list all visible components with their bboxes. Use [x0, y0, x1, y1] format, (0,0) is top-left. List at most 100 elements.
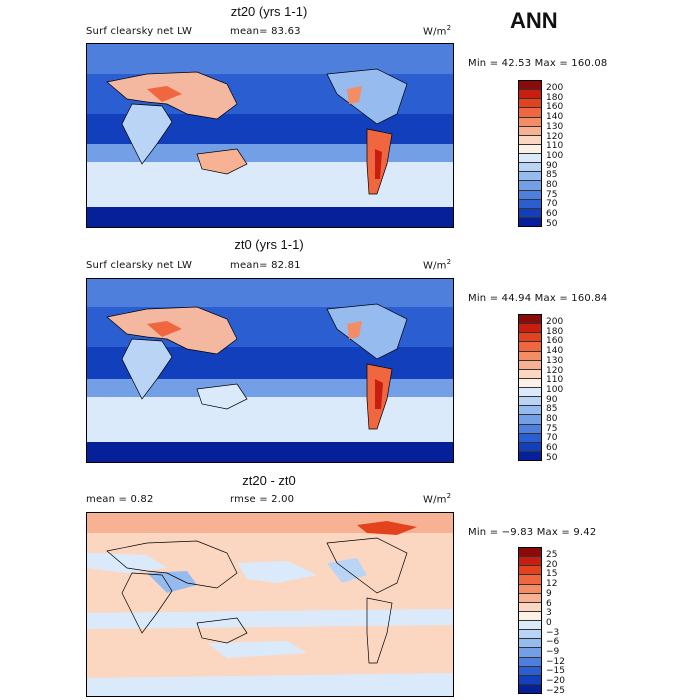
- colorbar-label: 50: [546, 218, 558, 229]
- panel1-colorbar-seg: [519, 181, 541, 191]
- panel1-colorbar-seg: [519, 108, 541, 118]
- panel3-colorbar-seg: [519, 602, 541, 612]
- panel2-colorbar-seg: [519, 397, 541, 407]
- colorbar-label: 110: [546, 375, 564, 386]
- panel3-rmse: rmse = 2.00: [230, 494, 295, 505]
- panel1-map: [86, 43, 454, 228]
- panel1-colorbar-seg: [519, 154, 541, 164]
- panel3-colorbar-seg: [519, 611, 541, 621]
- colorbar-label: 75: [546, 423, 558, 434]
- panel1-colorbar-seg: [519, 90, 541, 100]
- panel1-minmax: Min = 42.53 Max = 160.08: [468, 58, 608, 69]
- colorbar-label: 110: [546, 141, 564, 152]
- panel2-colorbar-labels: 200 180 160 140 130 120 110 100 90 85 80…: [546, 317, 564, 464]
- panel2-colorbar-seg: [519, 415, 541, 425]
- colorbar-label: −25: [546, 685, 565, 696]
- colorbar-label: −20: [546, 676, 565, 687]
- colorbar-label: −15: [546, 666, 565, 677]
- panel2-variable: Surf clearsky net LW: [86, 260, 193, 271]
- colorbar-label: 140: [546, 346, 564, 357]
- panel2-minmax: Min = 44.94 Max = 160.84: [468, 293, 608, 304]
- colorbar-label: 200: [546, 317, 564, 327]
- panel1-colorbar-seg: [519, 126, 541, 136]
- panel1-colorbar-seg: [519, 217, 541, 226]
- colorbar-label: 3: [546, 608, 552, 619]
- panel2-map: [86, 278, 454, 463]
- panel1-colorbar-seg: [519, 144, 541, 154]
- colorbar-label: 160: [546, 336, 564, 347]
- colorbar-label: 12: [546, 579, 558, 590]
- panel2-colorbar-seg: [519, 451, 541, 460]
- colorbar-label: 90: [546, 394, 558, 405]
- panel3-map: [86, 512, 454, 697]
- panel3-colorbar-seg: [519, 584, 541, 594]
- panel3-colorbar-seg: [519, 657, 541, 667]
- panel2-colorbar-seg: [519, 433, 541, 443]
- panel1-colorbar-seg: [519, 135, 541, 145]
- colorbar-label: 85: [546, 404, 558, 415]
- colorbar-label: 140: [546, 112, 564, 123]
- colorbar-label: 25: [546, 550, 558, 560]
- colorbar-label: 180: [546, 326, 564, 337]
- panel3-colorbar-seg: [519, 666, 541, 676]
- panel1-units: W/m2: [423, 24, 452, 38]
- colorbar-label: 80: [546, 180, 558, 191]
- panel1-variable: Surf clearsky net LW: [86, 26, 193, 37]
- panel3-colorbar-seg: [519, 639, 541, 649]
- colorbar-label: 100: [546, 150, 564, 161]
- colorbar-label: −3: [546, 627, 560, 638]
- season-label: ANN: [510, 8, 558, 33]
- panel3-colorbar: [518, 547, 542, 694]
- panel1-colorbar-labels: 200 180 160 140 130 120 110 100 90 85 80…: [546, 83, 564, 230]
- panel2-colorbar-seg: [519, 342, 541, 352]
- panel2-colorbar-seg: [519, 333, 541, 343]
- panel1-colorbar-seg: [519, 190, 541, 200]
- panel1-colorbar-seg: [519, 163, 541, 173]
- panel2-colorbar-seg: [519, 442, 541, 452]
- panel3-colorbar-seg: [519, 630, 541, 640]
- colorbar-label: 9: [546, 588, 552, 599]
- colorbar-label: −12: [546, 656, 565, 667]
- panel2-colorbar-seg: [519, 315, 541, 325]
- colorbar-label: −6: [546, 637, 560, 648]
- panel1-colorbar: [518, 80, 542, 227]
- colorbar-label: 0: [546, 617, 552, 628]
- colorbar-label: 120: [546, 365, 564, 376]
- colorbar-label: 130: [546, 355, 564, 366]
- panel3-colorbar-seg: [519, 621, 541, 631]
- colorbar-label: 15: [546, 569, 558, 580]
- colorbar-label: 120: [546, 131, 564, 142]
- panel2-colorbar-seg: [519, 360, 541, 370]
- panel3-colorbar-seg: [519, 548, 541, 558]
- panel2-colorbar-seg: [519, 378, 541, 388]
- panel1-colorbar-seg: [519, 172, 541, 182]
- panel2-colorbar-seg: [519, 369, 541, 379]
- panel2-colorbar-seg: [519, 406, 541, 416]
- panel3-minmax: Min = −9.83 Max = 9.42: [468, 527, 597, 538]
- panel1-colorbar-seg: [519, 81, 541, 91]
- panel1-colorbar-seg: [519, 208, 541, 218]
- panel2-colorbar-seg: [519, 424, 541, 434]
- panel1-mean: mean= 83.63: [230, 26, 301, 37]
- colorbar-label: 20: [546, 559, 558, 570]
- panel3-units: W/m2: [423, 492, 452, 506]
- colorbar-label: −9: [546, 647, 560, 658]
- panel2-colorbar: [518, 314, 542, 461]
- panel3-colorbar-seg: [519, 575, 541, 585]
- colorbar-label: 200: [546, 83, 564, 93]
- colorbar-label: 70: [546, 433, 558, 444]
- panel1-colorbar-seg: [519, 99, 541, 109]
- panel2-units: W/m2: [423, 258, 452, 272]
- panel3-colorbar-labels: 25 20 15 12 9 6 3 0 −3 −6 −9 −12 −15 −20…: [546, 550, 565, 697]
- colorbar-label: 75: [546, 189, 558, 200]
- colorbar-label: 60: [546, 209, 558, 220]
- colorbar-label: 60: [546, 443, 558, 454]
- panel1-title: zt20 (yrs 1-1): [230, 4, 308, 19]
- panel2-title: zt0 (yrs 1-1): [234, 237, 304, 252]
- panel3-colorbar-seg: [519, 675, 541, 685]
- panel2-colorbar-seg: [519, 351, 541, 361]
- panel3-colorbar-seg: [519, 566, 541, 576]
- panel2-colorbar-seg: [519, 324, 541, 334]
- panel3-colorbar-seg: [519, 648, 541, 658]
- panel2-colorbar-seg: [519, 388, 541, 398]
